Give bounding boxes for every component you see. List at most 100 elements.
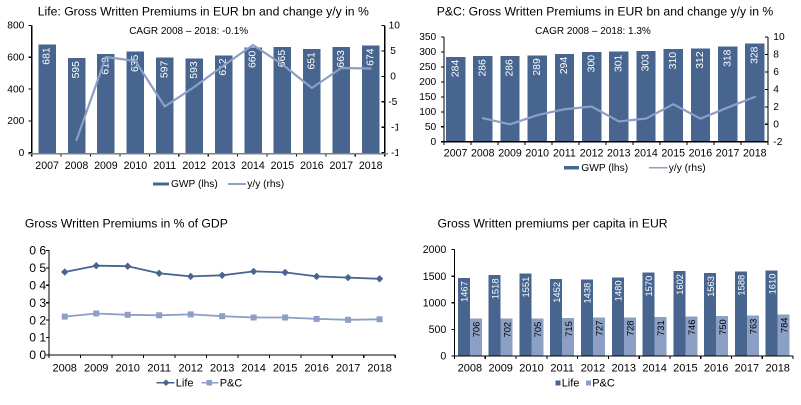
svg-text:1500: 1500 — [423, 271, 447, 283]
svg-text:2016: 2016 — [689, 147, 713, 159]
svg-text:294: 294 — [559, 57, 570, 75]
svg-text:1610: 1610 — [766, 274, 777, 295]
svg-text:2: 2 — [773, 102, 779, 113]
svg-text:200: 200 — [419, 77, 436, 88]
svg-text:2012: 2012 — [182, 160, 206, 172]
svg-text:2008: 2008 — [471, 147, 495, 159]
svg-text:597: 597 — [159, 61, 170, 79]
svg-text:2012: 2012 — [580, 147, 604, 159]
svg-text:0: 0 — [440, 351, 446, 363]
svg-text:2017: 2017 — [716, 147, 740, 159]
svg-text:-2: -2 — [773, 137, 782, 148]
svg-text:-5: -5 — [388, 97, 397, 108]
svg-text:CAGR 2008 – 2018: -0.1%: CAGR 2008 – 2018: -0.1% — [129, 26, 248, 37]
svg-text:CAGR 2008 – 2018: 1.3%: CAGR 2008 – 2018: 1.3% — [535, 26, 651, 37]
svg-text:674: 674 — [365, 48, 376, 66]
svg-text:Gross Written premiums per cap: Gross Written premiums per capita in EUR — [438, 217, 668, 231]
svg-text:2012: 2012 — [178, 362, 202, 374]
svg-text:1563: 1563 — [705, 276, 716, 297]
svg-text:702: 702 — [501, 322, 512, 338]
svg-text:Life: Life — [562, 377, 580, 389]
svg-text:0: 0 — [431, 137, 437, 148]
svg-text:P&C: P&C — [220, 377, 243, 389]
svg-text:800: 800 — [7, 21, 24, 32]
svg-text:1438: 1438 — [582, 283, 593, 304]
svg-text:Life: Life — [176, 377, 194, 389]
svg-text:2014: 2014 — [642, 362, 666, 374]
svg-text:2011: 2011 — [550, 362, 574, 374]
svg-text:100: 100 — [419, 107, 436, 118]
svg-text:8: 8 — [773, 50, 779, 61]
svg-text:619: 619 — [101, 57, 112, 75]
svg-text:750: 750 — [717, 319, 728, 335]
svg-text:2014: 2014 — [634, 147, 658, 159]
svg-text:500: 500 — [429, 324, 447, 336]
svg-text:312: 312 — [695, 51, 706, 69]
svg-text:2011: 2011 — [553, 147, 576, 159]
svg-text:715: 715 — [563, 321, 574, 337]
svg-text:2013: 2013 — [210, 362, 234, 374]
svg-text:2017: 2017 — [330, 160, 354, 172]
svg-text:250: 250 — [419, 62, 436, 73]
svg-text:200: 200 — [7, 116, 24, 127]
svg-text:1570: 1570 — [643, 276, 654, 297]
svg-text:2008: 2008 — [52, 362, 76, 374]
svg-text:681: 681 — [42, 47, 53, 65]
svg-text:2015: 2015 — [673, 362, 697, 374]
svg-text:0 1: 0 1 — [29, 331, 46, 345]
svg-text:GWP (lhs): GWP (lhs) — [581, 163, 628, 174]
svg-text:593: 593 — [189, 61, 200, 79]
svg-text:301: 301 — [613, 54, 624, 72]
svg-text:2016: 2016 — [304, 362, 328, 374]
svg-text:1602: 1602 — [674, 274, 685, 295]
svg-text:2010: 2010 — [115, 362, 139, 374]
svg-text:400: 400 — [7, 84, 24, 95]
svg-text:P&C: P&C — [592, 377, 615, 389]
svg-text:2013: 2013 — [607, 147, 631, 159]
svg-text:150: 150 — [419, 92, 436, 103]
svg-text:660: 660 — [248, 50, 259, 68]
svg-text:2016: 2016 — [300, 160, 324, 172]
svg-text:746: 746 — [686, 320, 697, 336]
svg-text:0: 0 — [390, 72, 396, 83]
svg-text:2007: 2007 — [35, 160, 59, 172]
svg-text:2013: 2013 — [612, 362, 636, 374]
svg-text:705: 705 — [532, 322, 543, 338]
svg-text:5: 5 — [390, 46, 396, 57]
svg-text:600: 600 — [7, 53, 24, 64]
svg-text:665: 665 — [277, 50, 288, 68]
svg-text:328: 328 — [749, 46, 760, 64]
svg-text:651: 651 — [306, 52, 317, 70]
svg-text:0 2: 0 2 — [29, 313, 46, 327]
svg-text:731: 731 — [655, 320, 666, 336]
svg-text:4: 4 — [773, 85, 779, 96]
svg-text:10: 10 — [773, 32, 785, 43]
svg-text:300: 300 — [419, 47, 436, 58]
svg-text:1518: 1518 — [489, 278, 500, 299]
svg-text:1452: 1452 — [551, 282, 562, 303]
svg-text:0 3: 0 3 — [29, 296, 46, 310]
svg-text:0 6: 0 6 — [29, 244, 46, 258]
svg-text:318: 318 — [722, 49, 733, 67]
svg-text:286: 286 — [477, 59, 488, 77]
svg-text:Life: Gross Written Premiums i: Life: Gross Written Premiums in EUR bn a… — [38, 4, 369, 18]
svg-text:y/y (rhs): y/y (rhs) — [669, 163, 706, 174]
svg-text:0: 0 — [19, 148, 25, 159]
svg-text:2009: 2009 — [488, 362, 512, 374]
svg-text:1588: 1588 — [736, 275, 747, 296]
svg-text:286: 286 — [505, 59, 516, 77]
svg-text:284: 284 — [450, 60, 461, 78]
svg-text:635: 635 — [130, 54, 141, 72]
svg-text:784: 784 — [778, 317, 789, 333]
svg-text:Gross Written Premiums in % of: Gross Written Premiums in % of GDP — [25, 217, 228, 231]
svg-text:-10: -10 — [391, 123, 406, 134]
svg-text:310: 310 — [668, 52, 679, 70]
svg-text:2013: 2013 — [212, 160, 236, 172]
svg-text:2011: 2011 — [147, 362, 171, 374]
svg-text:2009: 2009 — [94, 160, 118, 172]
svg-text:1000: 1000 — [423, 297, 447, 309]
svg-text:10: 10 — [389, 21, 401, 32]
svg-text:2014: 2014 — [241, 362, 265, 374]
svg-text:763: 763 — [748, 319, 759, 335]
svg-text:300: 300 — [586, 55, 597, 73]
